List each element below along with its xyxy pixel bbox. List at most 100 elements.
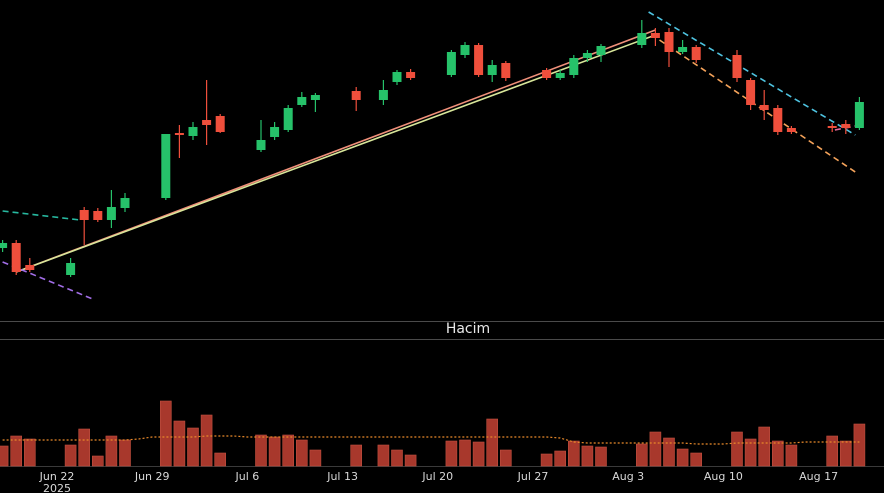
x-tick-label: Jun 22: [39, 470, 75, 483]
candle-body: [310, 95, 320, 100]
volume-bar: [839, 440, 852, 467]
candle-body: [650, 33, 660, 38]
volume-bar: [595, 446, 607, 467]
candle-body: [678, 47, 688, 52]
volume-bar: [0, 445, 9, 467]
candle-body: [446, 52, 456, 75]
x-tick-label: Jul 6: [235, 470, 260, 483]
candle-body: [120, 198, 130, 208]
volume-bar: [282, 434, 295, 467]
volume-pane-title: Hacim: [446, 321, 490, 337]
candle-body: [270, 127, 280, 137]
candle-body: [582, 53, 592, 58]
volume-bar: [540, 453, 553, 467]
trend-line: [2, 261, 96, 301]
volume-bar: [785, 444, 798, 467]
x-year-label: 2025: [43, 482, 71, 493]
volume-bar: [486, 418, 499, 467]
candle-body: [555, 73, 565, 78]
candle-body: [501, 63, 511, 78]
candle-body: [93, 211, 103, 220]
candle-body: [664, 32, 674, 52]
volume-bar: [377, 444, 390, 467]
volume-bar: [92, 455, 104, 467]
candle-body: [637, 33, 647, 45]
candle-body: [351, 91, 361, 100]
trend-line: [648, 11, 856, 136]
candle-body: [188, 127, 198, 136]
candle-body: [106, 207, 116, 220]
candle-body: [25, 265, 35, 270]
candle-body: [759, 105, 769, 110]
volume-bar: [105, 435, 118, 467]
candle-body: [66, 263, 76, 275]
candle-body: [392, 72, 402, 82]
candle-body: [569, 58, 579, 75]
candle-body: [256, 140, 266, 150]
volume-bar: [214, 452, 226, 467]
candle-body: [161, 134, 171, 198]
candle-body: [0, 243, 8, 248]
candle-body: [854, 102, 864, 128]
volume-bar: [173, 420, 186, 467]
candle-body: [202, 120, 212, 125]
volume-bar: [309, 449, 322, 467]
candle-body: [79, 210, 89, 220]
volume-bar: [690, 452, 703, 467]
candle-body: [827, 126, 837, 128]
volume-bar: [295, 439, 308, 467]
volume-bar: [10, 435, 22, 467]
x-tick-label: Jun 29: [134, 470, 170, 483]
volume-bar: [64, 444, 77, 467]
candle-body: [732, 55, 742, 78]
volume-bar: [554, 450, 567, 467]
volume-bar: [23, 438, 36, 467]
candle-body: [786, 128, 796, 132]
volume-bar: [472, 441, 485, 467]
volume-bar: [200, 414, 213, 467]
volume-bar: [731, 431, 743, 467]
volume-bar: [119, 439, 131, 467]
volume-bar: [676, 448, 689, 467]
volume-bar: [187, 427, 199, 467]
candle-body: [773, 108, 783, 132]
volume-ma-line: [2, 435, 860, 445]
candle-body: [474, 45, 484, 75]
volume-bar: [649, 431, 662, 467]
volume-bar: [391, 449, 403, 467]
volume-bar: [581, 445, 594, 467]
x-tick-label: Jul 27: [517, 470, 549, 483]
volume-bar: [160, 400, 172, 467]
candle-body: [596, 46, 606, 55]
x-tick-label: Aug 10: [704, 470, 743, 483]
candle-body: [297, 97, 307, 105]
candle-body: [746, 80, 756, 105]
candle-body: [691, 47, 701, 60]
volume-bar: [771, 440, 784, 467]
volume-bar: [758, 426, 771, 467]
volume-bar: [635, 443, 648, 467]
volume-bar: [567, 440, 580, 467]
x-tick-label: Aug 17: [799, 470, 838, 483]
volume-bar: [459, 439, 471, 467]
volume-bar: [853, 423, 866, 467]
x-tick-label: Jul 20: [421, 470, 453, 483]
candle-body: [174, 133, 184, 135]
candle-body: [11, 243, 21, 272]
candle-body: [487, 65, 497, 75]
volume-bar: [663, 437, 675, 467]
volume-bar: [78, 428, 90, 467]
candle-body: [406, 72, 416, 78]
volume-bar: [499, 449, 512, 467]
trend-line: [2, 210, 81, 221]
x-tick-label: Aug 3: [612, 470, 644, 483]
x-tick-label: Jul 13: [326, 470, 358, 483]
candle-body: [460, 45, 470, 55]
volume-bar: [826, 435, 839, 467]
volume-bar: [744, 438, 757, 467]
volume-bar: [350, 444, 363, 467]
volume-bar: [445, 440, 458, 467]
volume-bar: [255, 434, 267, 467]
